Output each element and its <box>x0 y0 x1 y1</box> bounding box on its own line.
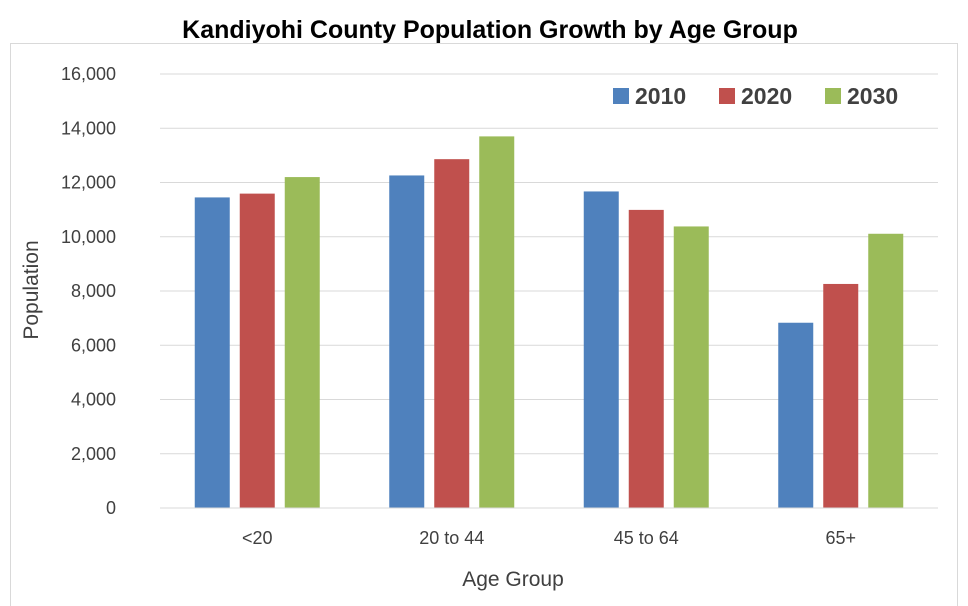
bar-2030-3 <box>868 233 904 509</box>
legend-label-2020: 2020 <box>741 83 792 109</box>
y-tick-label: 4,000 <box>71 390 116 410</box>
x-tick-label: 20 to 44 <box>419 528 484 548</box>
y-axis-title: Population <box>20 240 43 339</box>
gridlines <box>160 73 938 455</box>
y-tick-label: 10,000 <box>61 227 116 247</box>
x-tick-label: 45 to 64 <box>614 528 679 548</box>
y-tick-label: 8,000 <box>71 281 116 301</box>
y-tick-label: 2,000 <box>71 444 116 464</box>
y-tick-label: 12,000 <box>61 173 116 193</box>
legend: 2010 2020 2030 <box>613 83 898 109</box>
legend-label-2030: 2030 <box>847 83 898 109</box>
bar-2030-2 <box>673 226 709 508</box>
legend-swatch-2010 <box>613 88 629 104</box>
bars <box>194 136 904 509</box>
legend-label-2010: 2010 <box>635 83 686 109</box>
bar-2020-1 <box>434 159 470 509</box>
bar-2030-0 <box>284 177 320 508</box>
bar-2020-0 <box>239 193 275 508</box>
legend-swatch-2030 <box>825 88 841 104</box>
x-tick-label: 65+ <box>825 528 856 548</box>
bar-2010-0 <box>194 197 230 508</box>
bar-2020-2 <box>628 209 664 509</box>
x-tick-label: <20 <box>242 528 273 548</box>
y-tick-label: 16,000 <box>61 64 116 84</box>
bar-2010-2 <box>583 191 619 509</box>
bar-2010-3 <box>778 322 814 508</box>
y-axis-ticks: 0 2,000 4,000 6,000 8,000 10,000 12,000 14,000 1… <box>61 64 116 518</box>
y-tick-label: 6,000 <box>71 335 116 355</box>
y-tick-label: 0 <box>106 498 116 518</box>
chart-frame <box>10 43 958 606</box>
bar-2030-1 <box>479 136 515 508</box>
chart-title: Kandiyohi County Population Growth by Ag… <box>182 16 798 44</box>
y-tick-label: 14,000 <box>61 118 116 138</box>
x-axis-title: Age Group <box>462 568 564 591</box>
legend-swatch-2020 <box>719 88 735 104</box>
bar-2010-1 <box>389 175 425 508</box>
bar-2020-3 <box>823 283 859 508</box>
x-axis-ticks: <20 20 to 44 45 to 64 65+ <box>242 528 856 548</box>
